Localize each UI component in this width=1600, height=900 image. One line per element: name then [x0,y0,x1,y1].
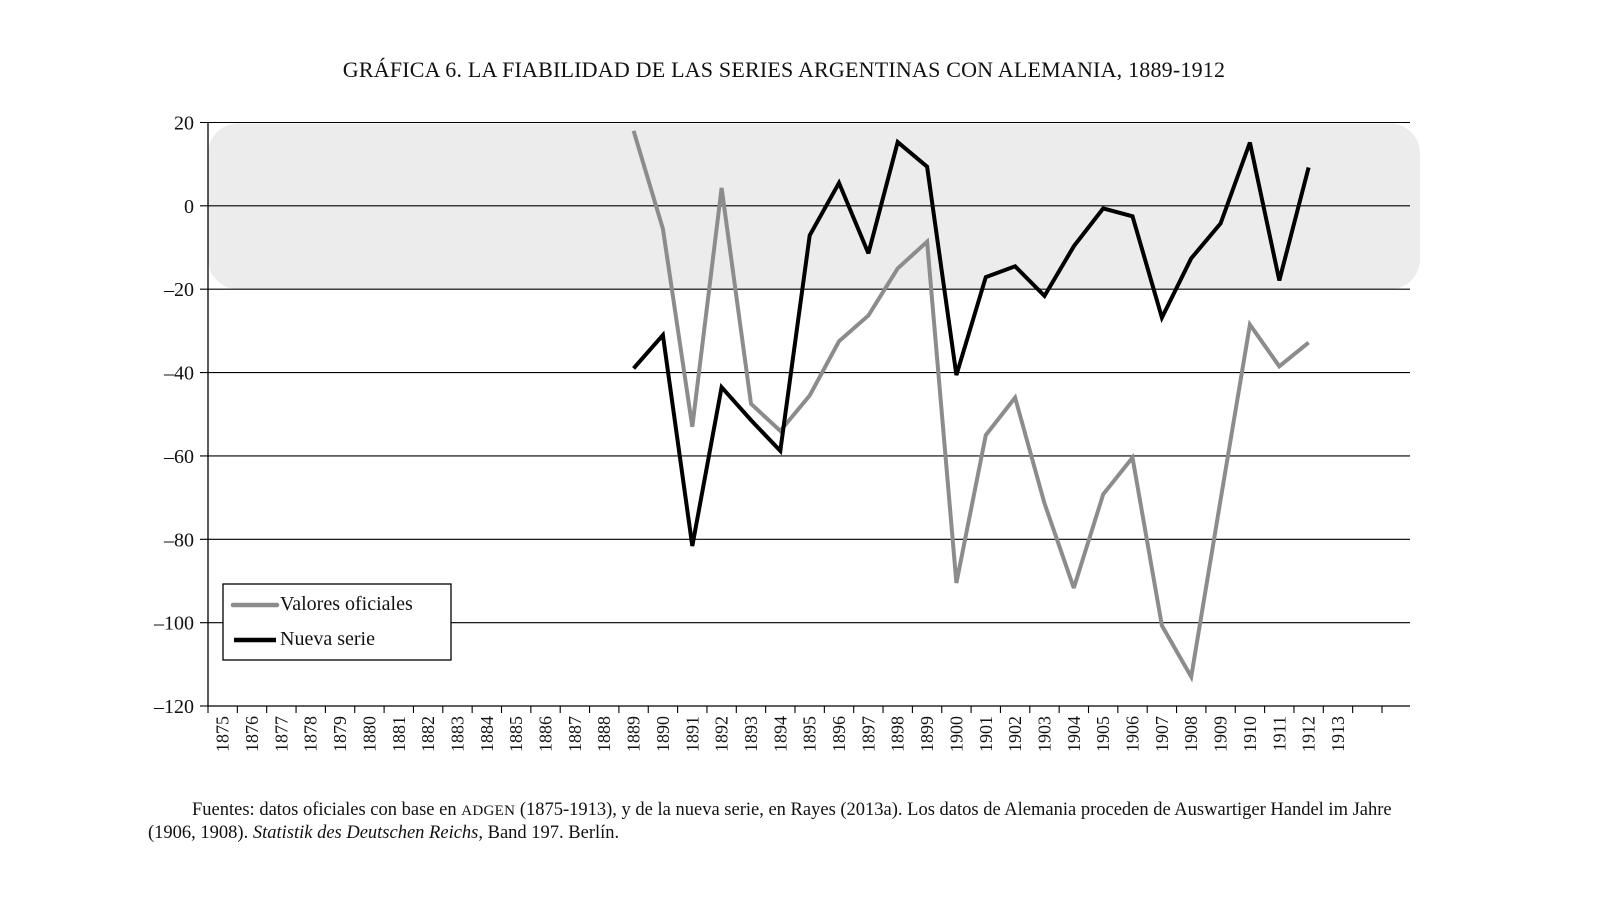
legend-box [222,583,452,661]
legend: Valores oficiales Nueva serie [222,583,452,661]
x-tick-label: 1899 [917,716,937,752]
source-text-3: , Band 197. Berlín. [478,823,620,843]
y-tick-label: –20 [163,279,194,301]
y-tick-label: –120 [153,696,194,718]
x-tick-label: 1913 [1328,716,1348,752]
x-tick-label: 1889 [624,716,644,752]
legend-label-valores-oficiales: Valores oficiales [280,593,413,615]
x-tick-labels: 1875 1876 1877 1878 1879 1880 1881 1882 1883 1884… [213,716,1348,752]
y-tick-label: –100 [153,613,194,635]
x-tick-label: 1878 [301,716,321,752]
x-tick-label: 1897 [858,716,878,752]
x-tick-label: 1890 [653,716,673,752]
x-tick-label: 1898 [888,716,908,752]
y-tick-label: –40 [163,363,194,385]
source-italic-title: Statistik des Deutschen Reichs [252,823,479,843]
x-tick-label: 1888 [594,716,614,752]
x-tick-label: 1905 [1093,716,1113,752]
x-tick-label: 1904 [1064,716,1084,752]
x-tick-label: 1895 [800,716,820,752]
x-tick-label: 1909 [1211,716,1231,752]
x-tick-label: 1881 [389,716,409,752]
x-tick-label: 1886 [536,716,556,752]
x-tick-label: 1910 [1240,716,1260,752]
x-tick-label: 1894 [770,716,790,752]
x-tick-label: 1892 [712,716,732,752]
x-tick-label: 1877 [271,716,291,752]
chart-title: GRÁFICA 6. LA FIABILIDAD DE LAS SERIES A… [342,57,1226,82]
y-tick-label: –80 [163,529,194,551]
source-text-1: Fuentes: datos oficiales con base en [192,800,462,820]
source-adgen: ADGEN [461,803,516,819]
x-tick-label: 1876 [242,716,262,752]
x-tick-label: 1901 [976,716,996,752]
y-tick-label: 0 [184,196,194,218]
x-tick-label: 1880 [359,716,379,752]
x-tick-label: 1875 [213,716,233,752]
x-tick-label: 1884 [477,716,497,752]
series-line-valores-oficiales [631,130,1310,683]
y-tick-label: –60 [163,446,194,468]
x-tick-label: 1908 [1181,716,1201,752]
x-tick-label: 1883 [447,716,467,752]
series-line-nueva-serie [632,138,1311,547]
gridlines [200,121,1410,707]
y-tick-labels: 20 0 –20 –40 –60 –80 –100 –120 [153,113,194,719]
x-tick-label: 1900 [946,716,966,752]
x-tick-label: 1879 [330,716,350,752]
source-text-2: (1875-1913), y de la nueva serie, en Ray… [148,800,1392,843]
x-tick-label: 1893 [741,716,761,752]
legend-label-nueva-serie: Nueva serie [280,628,375,650]
x-tick-label: 1896 [829,716,849,752]
series-lines [631,130,1311,683]
x-tick-label: 1912 [1299,716,1319,752]
x-tick-label: 1902 [1005,716,1025,752]
x-tick-label: 1891 [682,716,702,752]
x-tick-label: 1906 [1123,716,1143,752]
x-tick-label: 1903 [1034,716,1054,752]
source-note: Fuentes: datos oficiales con base en ADG… [148,799,1423,844]
x-tick-label: 1887 [565,716,585,752]
y-tick-label: 20 [174,113,194,135]
x-tick-label: 1882 [418,716,438,752]
x-tick-label: 1911 [1269,716,1289,751]
axes [207,122,1410,713]
x-tick-label: 1885 [506,716,526,752]
x-tick-label: 1907 [1152,716,1172,752]
